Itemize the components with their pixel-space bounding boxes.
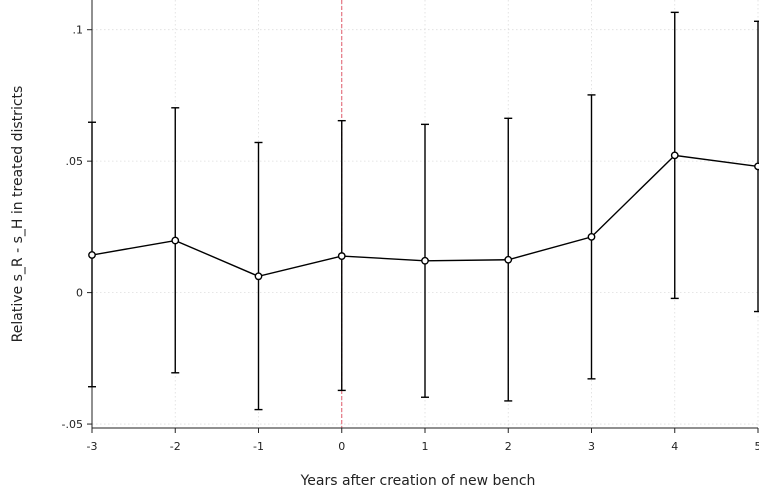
data-point [504,255,513,264]
y-tick-label: .1 [73,24,84,37]
data-point [88,251,96,259]
data-point [587,232,596,241]
x-tick-label: 1 [422,440,429,453]
tick-labels: .1 .05 0 -.05 -3 -2 -1 0 1 2 3 4 5 [62,24,759,453]
x-tick-label: -3 [87,440,98,453]
x-axis-title: Years after creation of new bench [300,473,536,489]
series [88,11,759,411]
x-tick-label: 3 [588,440,595,453]
y-tick-label: -.05 [62,418,83,431]
x-tick-label: 2 [505,440,512,453]
x-tick-label: 0 [338,440,345,453]
x-tick-label: 5 [755,440,759,453]
data-point [670,151,679,160]
data-point [254,272,263,281]
x-tick-label: 4 [671,440,678,453]
axes [87,0,759,433]
x-tick-label: -1 [253,440,264,453]
x-tick-label: -2 [170,440,181,453]
data-point [337,252,346,260]
y-tick-label: 0 [76,287,83,300]
y-axis-title: Relative s_R - s_H in treated districts [10,86,26,343]
data-point [754,162,759,171]
y-tick-label: .05 [66,155,84,168]
data-point [171,236,180,245]
data-point [421,256,429,265]
